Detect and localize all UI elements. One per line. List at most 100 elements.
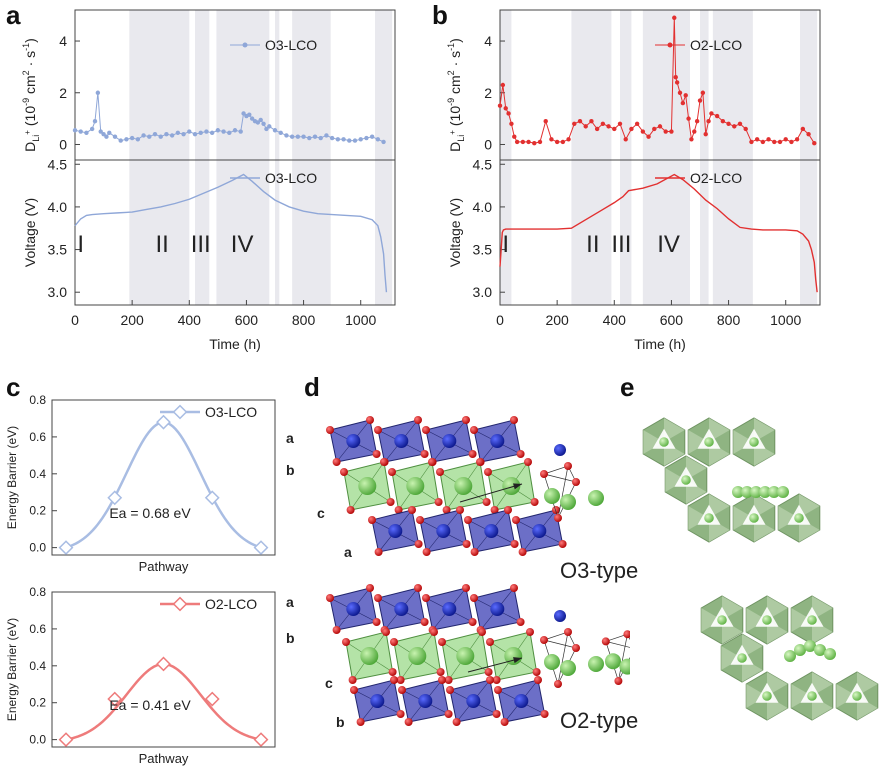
axis-label-c-bottom: c [325, 675, 333, 691]
diffusion-point [347, 138, 352, 143]
octahedron-facet [778, 506, 799, 530]
octahedron-facet [812, 672, 833, 696]
ytick-label: 0.0 [29, 733, 46, 747]
lithium-atom [560, 660, 576, 676]
stage-label: I [77, 231, 84, 258]
diffusion-point [652, 126, 657, 132]
diffusion-point [267, 124, 272, 129]
diffusion-point [697, 98, 703, 103]
diffusion-point [794, 137, 800, 142]
o2-type-label: O2-type [560, 708, 639, 733]
panel-letter-b: b [432, 0, 448, 30]
axis-label-a2-top: a [344, 544, 352, 560]
site-edge [618, 634, 628, 682]
oxygen-atom [422, 426, 430, 434]
stage-band [571, 10, 612, 305]
xtick-label: 1000 [345, 312, 376, 328]
o3-pathway-view [642, 417, 821, 543]
oxygen-atom [526, 628, 534, 636]
diffusion-point [78, 129, 83, 134]
oxygen-atom [366, 416, 374, 424]
ytick-label: 0 [59, 136, 67, 152]
diffusion-point [600, 121, 606, 126]
octahedron-facet [746, 608, 767, 632]
diffusion-point [640, 129, 646, 134]
oxygen-atom [486, 676, 494, 684]
oxygen-atom [512, 516, 520, 524]
stage-band [195, 10, 210, 305]
lithium-atom [358, 477, 377, 495]
octahedron-facet [746, 684, 767, 708]
octahedron-facet [686, 456, 707, 480]
cobalt-atom [346, 602, 361, 616]
diffusion-point [241, 111, 246, 116]
oxygen-atom [436, 468, 444, 476]
lithium-atom [454, 477, 473, 495]
stage-band [620, 10, 632, 305]
diffusion-point [101, 131, 106, 137]
diffusion-point [743, 126, 748, 132]
cobalt-atom [442, 434, 457, 448]
octahedron-facet [733, 430, 754, 454]
oxygen-atom [374, 426, 382, 434]
diffusion-point [249, 116, 255, 121]
diffusion-point [278, 130, 283, 136]
cobalt-atom [490, 602, 505, 616]
diffusion-point [95, 90, 101, 95]
diffusion-point [369, 134, 375, 139]
oxygen-atom [436, 668, 445, 676]
ytick-label: 0.6 [29, 430, 46, 444]
lithium-atom [406, 477, 425, 495]
o2-structure [326, 584, 630, 726]
diffusion-point [672, 15, 677, 20]
diffusion-point [164, 131, 169, 137]
oxygen-atom [414, 416, 422, 424]
oxygen-atom [326, 426, 334, 434]
oxygen-atom [420, 450, 429, 458]
oxygen-atom [408, 506, 416, 514]
xtick-label: 600 [660, 312, 684, 328]
ytick-label: 0.2 [29, 696, 46, 710]
legend-label: O3-LCO [265, 37, 317, 53]
lithium-atom [560, 494, 576, 510]
diffusion-point [594, 126, 600, 132]
oxygen-atom [623, 630, 630, 639]
diffusion-point [192, 131, 198, 137]
diffusion-point [152, 131, 158, 137]
oxygen-atom [564, 462, 572, 470]
ytick-label: 0.6 [29, 622, 46, 636]
cobalt-atom [514, 694, 529, 708]
diffusion-point [766, 137, 771, 142]
oxygen-atom [332, 626, 341, 634]
lithium-path-atom [824, 648, 836, 660]
ytick-label: 0.0 [29, 541, 46, 555]
diffusion-point [680, 100, 686, 106]
oxygen-atom [530, 498, 539, 506]
oxygen-atom [468, 618, 477, 626]
octahedron-facet [688, 506, 709, 530]
o3-structure [326, 416, 604, 556]
lithium-atom [502, 477, 521, 495]
lithium-atom [762, 691, 772, 701]
oxygen-atom [386, 498, 395, 506]
octahedron-facet [767, 672, 788, 696]
lithium-atom [681, 475, 691, 485]
oxygen-atom [468, 450, 477, 458]
legend-label: O2-LCO [690, 170, 742, 186]
diffusion-point [520, 139, 526, 145]
voltage-series-line [499, 173, 818, 293]
lithium-atom [807, 615, 817, 625]
diffusion-point [623, 137, 628, 142]
panel-letter-d: d [304, 372, 320, 402]
oxygen-atom [462, 540, 471, 548]
ytick-label: 4 [59, 33, 67, 49]
barrier-point [204, 691, 220, 707]
zoom-arrow [459, 483, 523, 503]
stage-label: II [586, 231, 599, 258]
site-edge [543, 639, 577, 649]
lithium-atom [544, 488, 560, 504]
diffusion-point [543, 119, 548, 124]
cobalt-atom [346, 434, 361, 448]
x-axis-title: Pathway [139, 559, 189, 574]
diffusion-point [381, 139, 386, 145]
